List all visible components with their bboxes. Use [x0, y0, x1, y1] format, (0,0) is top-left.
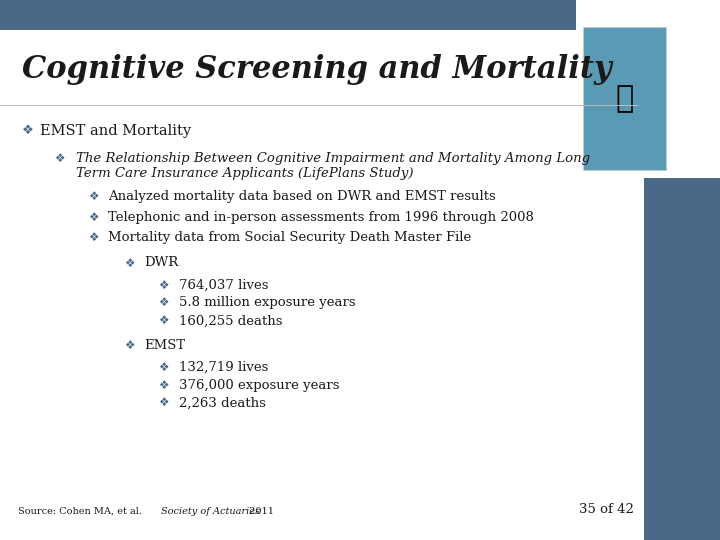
Text: ❖: ❖: [54, 152, 65, 165]
Text: 764,037 lives: 764,037 lives: [179, 279, 268, 292]
Text: ❖: ❖: [158, 361, 169, 374]
Text: ❖: ❖: [88, 190, 99, 203]
Text: ❖: ❖: [158, 396, 169, 409]
Text: Telephonic and in-person assessments from 1996 through 2008: Telephonic and in-person assessments fro…: [108, 211, 534, 224]
Text: 5.8 million exposure years: 5.8 million exposure years: [179, 296, 355, 309]
Text: 2,263 deaths: 2,263 deaths: [179, 396, 266, 409]
Text: ❖: ❖: [22, 124, 33, 137]
Text: ❖: ❖: [158, 379, 169, 392]
Bar: [0, 0, 720, 30]
Text: ❖: ❖: [124, 256, 135, 269]
Text: Mortality data from Social Security Death Master File: Mortality data from Social Security Deat…: [108, 231, 472, 244]
Text: ❖: ❖: [124, 339, 135, 352]
Text: Cognitive Screening and Mortality: Cognitive Screening and Mortality: [22, 54, 611, 85]
Text: Society of Actuaries: Society of Actuaries: [161, 507, 260, 516]
Text: ❖: ❖: [88, 211, 99, 224]
Text: 2011: 2011: [246, 507, 274, 516]
Text: EMST: EMST: [144, 339, 185, 352]
Text: ❖: ❖: [158, 314, 169, 327]
Text: The Relationship Between Cognitive Impairment and Mortality Among Long
Term Care: The Relationship Between Cognitive Impai…: [76, 152, 590, 180]
Bar: [576, 0, 720, 178]
Text: Source: Cohen MA, et al.: Source: Cohen MA, et al.: [18, 507, 145, 516]
Text: EMST and Mortality: EMST and Mortality: [40, 124, 191, 138]
Text: DWR: DWR: [144, 256, 179, 269]
Text: ❖: ❖: [158, 296, 169, 309]
Text: 132,719 lives: 132,719 lives: [179, 361, 268, 374]
Text: 160,255 deaths: 160,255 deaths: [179, 314, 282, 327]
Text: 🐋: 🐋: [616, 84, 634, 113]
Text: 35 of 42: 35 of 42: [579, 503, 634, 516]
Text: ❖: ❖: [158, 279, 169, 292]
Bar: [583, 27, 666, 170]
Bar: [644, 0, 720, 540]
Text: 376,000 exposure years: 376,000 exposure years: [179, 379, 339, 392]
Text: ❖: ❖: [88, 231, 99, 244]
Text: Analyzed mortality data based on DWR and EMST results: Analyzed mortality data based on DWR and…: [108, 190, 496, 203]
